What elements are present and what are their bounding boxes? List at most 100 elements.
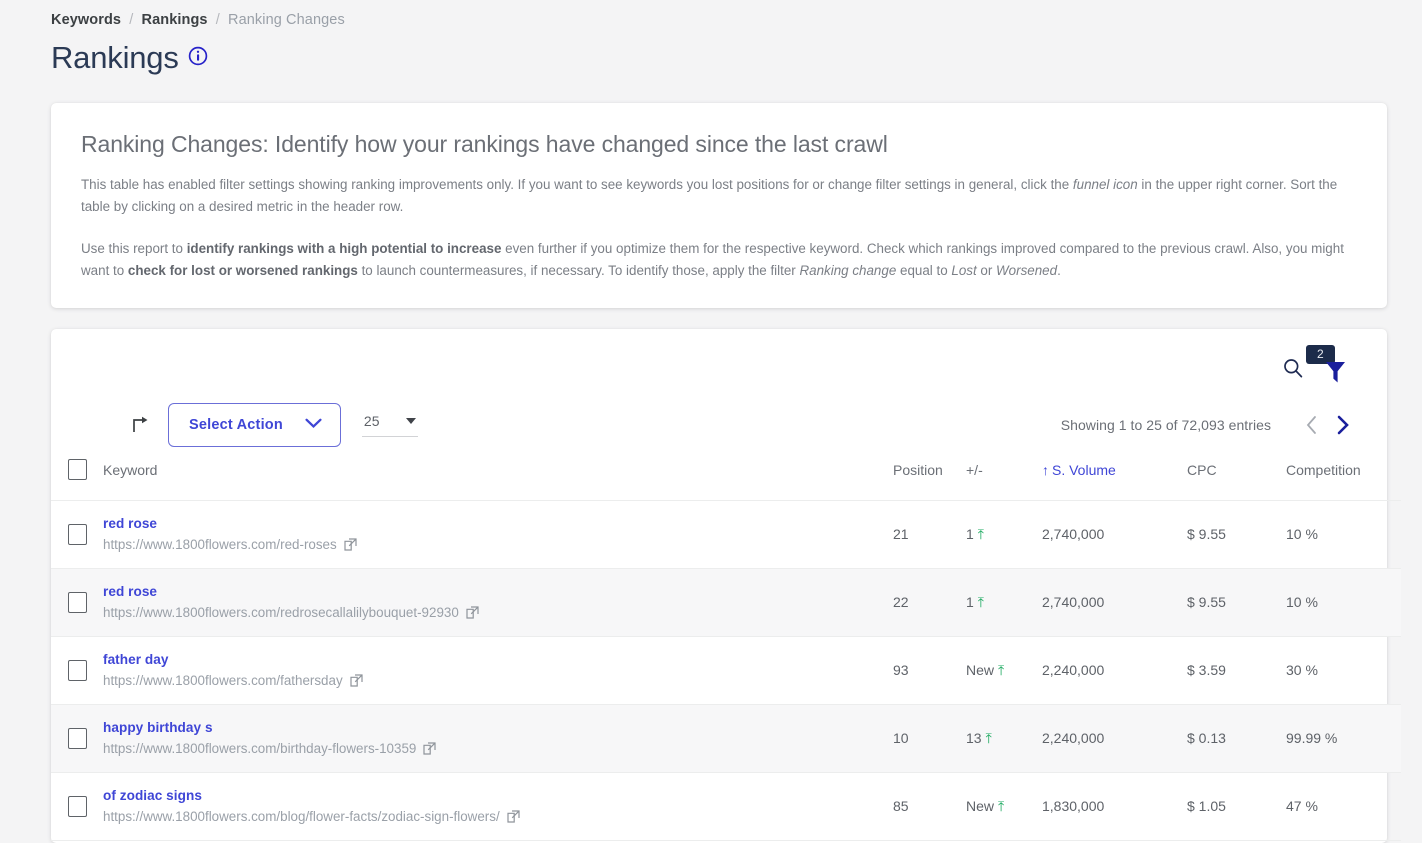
table-row[interactable]: father day https://www.1800flowers.com/f… <box>51 636 1401 705</box>
change-value-wrap: New ⤒ <box>966 662 1004 678</box>
intro-p2-emphasis-worsened: Worsened <box>996 263 1058 278</box>
intro-p1-emphasis-funnel: funnel icon <box>1072 177 1138 192</box>
change-value-wrap: 1 ⤒ <box>966 526 984 542</box>
intro-p2-text-g: . <box>1057 263 1061 278</box>
row-checkbox[interactable] <box>68 523 87 545</box>
keyword-cell: red rose https://www.1800flowers.com/red… <box>103 500 893 569</box>
cpc-cell: $ 9.55 <box>1187 500 1286 569</box>
result-url[interactable]: https://www.1800flowers.com/red-roses <box>103 537 337 552</box>
select-action-label: Select Action <box>189 417 283 433</box>
search-volume-cell: 2,740,000 <box>1042 500 1187 569</box>
table-row[interactable]: of zodiac signs https://www.1800flowers.… <box>51 772 1401 841</box>
change-value: 13 <box>966 730 982 746</box>
row-select-cell <box>51 772 103 841</box>
result-url[interactable]: https://www.1800flowers.com/blog/flower-… <box>103 809 500 824</box>
chevron-left-icon[interactable] <box>1305 415 1319 435</box>
cpc-cell: $ 1.05 <box>1187 772 1286 841</box>
external-link-icon[interactable] <box>344 538 357 551</box>
row-checkbox[interactable] <box>68 591 87 613</box>
table-row[interactable]: happy birthday s https://www.1800flowers… <box>51 704 1401 773</box>
chevron-right-icon[interactable] <box>1335 414 1351 436</box>
change-value: 1 <box>966 526 974 542</box>
position-cell: 93 <box>893 636 966 705</box>
intro-p2-emphasis-lost: Lost <box>951 263 977 278</box>
breadcrumb-item-keywords[interactable]: Keywords <box>51 12 122 28</box>
intro-p2-text-a: Use this report to <box>81 241 187 256</box>
external-link-icon[interactable] <box>507 810 520 823</box>
cpc-cell: $ 0.13 <box>1187 704 1286 773</box>
intro-card: Ranking Changes: Identify how your ranki… <box>51 103 1387 308</box>
table-row[interactable]: red rose https://www.1800flowers.com/red… <box>51 500 1401 569</box>
keyword-cell: father day https://www.1800flowers.com/f… <box>103 636 893 705</box>
intro-paragraph-2: Use this report to identify rankings wit… <box>81 238 1353 282</box>
column-header-cpc[interactable]: CPC <box>1187 451 1286 501</box>
intro-p2-text-f: or <box>976 263 997 278</box>
keyword-link[interactable]: red rose <box>103 516 158 531</box>
breadcrumb-item-ranking-changes: Ranking Changes <box>228 12 345 28</box>
url-line: https://www.1800flowers.com/redrosecalla… <box>103 605 893 620</box>
keyword-link[interactable]: father day <box>103 652 169 667</box>
cpc-cell: $ 3.59 <box>1187 636 1286 705</box>
share-arrow-icon[interactable] <box>132 415 152 435</box>
column-header-position[interactable]: Position <box>893 451 966 501</box>
keyword-link[interactable]: red rose <box>103 584 158 599</box>
table-tool-icons: 2 <box>51 329 1387 393</box>
keyword-cell: happy birthday s https://www.1800flowers… <box>103 704 893 773</box>
row-select-cell <box>51 500 103 569</box>
keyword-cell: red rose https://www.1800flowers.com/red… <box>103 568 893 637</box>
intro-p2-bold-high-potential: identify rankings with a high potential … <box>186 241 502 256</box>
breadcrumb: Keywords / Rankings / Ranking Changes <box>0 0 1422 28</box>
change-cell: 1 ⤒ <box>966 500 1042 569</box>
column-header-competition[interactable]: Competition <box>1286 451 1401 501</box>
showing-entries-text: Showing 1 to 25 of 72,093 entries <box>1060 417 1271 433</box>
arrow-up-icon: ⤒ <box>985 730 992 746</box>
keyword-cell: of zodiac signs https://www.1800flowers.… <box>103 772 893 841</box>
filter-control[interactable]: 2 <box>1306 345 1347 390</box>
info-circle-icon[interactable] <box>188 46 208 71</box>
column-header-keyword[interactable]: Keyword <box>103 451 893 501</box>
competition-cell: 30 % <box>1286 636 1401 705</box>
external-link-icon[interactable] <box>350 674 363 687</box>
intro-paragraph-1: This table has enabled filter settings s… <box>81 174 1353 218</box>
change-cell: New ⤒ <box>966 636 1042 705</box>
result-url[interactable]: https://www.1800flowers.com/fathersday <box>103 673 343 688</box>
url-line: https://www.1800flowers.com/blog/flower-… <box>103 809 893 824</box>
row-checkbox[interactable] <box>68 727 87 749</box>
table-row[interactable]: red rose https://www.1800flowers.com/red… <box>51 568 1401 637</box>
select-all-checkbox[interactable] <box>68 459 87 480</box>
external-link-icon[interactable] <box>466 606 479 619</box>
result-url[interactable]: https://www.1800flowers.com/redrosecalla… <box>103 605 459 620</box>
table-header-row: Keyword Position +/- ↑ S. Volume CPC Comp… <box>51 451 1401 501</box>
search-volume-cell: 2,240,000 <box>1042 704 1187 773</box>
breadcrumb-separator: / <box>215 12 220 28</box>
search-icon[interactable] <box>1282 357 1304 379</box>
external-link-icon[interactable] <box>423 742 436 755</box>
intro-p2-emphasis-ranking-change: Ranking change <box>799 263 897 278</box>
select-action-dropdown[interactable]: Select Action <box>168 403 341 447</box>
column-header-search-volume[interactable]: ↑ S. Volume <box>1042 451 1187 501</box>
position-cell: 22 <box>893 568 966 637</box>
change-value: New <box>966 662 995 678</box>
column-header-change[interactable]: +/- <box>966 451 1042 501</box>
change-value: New <box>966 798 995 814</box>
competition-cell: 99.99 % <box>1286 704 1401 773</box>
intro-p1-text-a: This table has enabled filter settings s… <box>81 177 1073 192</box>
breadcrumb-item-rankings[interactable]: Rankings <box>141 12 208 28</box>
page-size-select[interactable]: 25 <box>361 413 418 437</box>
search-volume-cell: 2,740,000 <box>1042 568 1187 637</box>
row-checkbox[interactable] <box>68 659 87 681</box>
arrow-up-icon: ⤒ <box>998 662 1005 678</box>
change-cell: 13 ⤒ <box>966 704 1042 773</box>
funnel-icon[interactable] <box>1324 362 1347 389</box>
arrow-up-icon: ⤒ <box>977 526 984 542</box>
competition-cell: 47 % <box>1286 772 1401 841</box>
result-url[interactable]: https://www.1800flowers.com/birthday-flo… <box>103 741 417 756</box>
keyword-link[interactable]: happy birthday s <box>103 720 213 735</box>
select-all-header <box>51 451 103 501</box>
intro-p2-text-d: to launch countermeasures, if necessary.… <box>357 263 800 278</box>
intro-p2-bold-lost-worsened: check for lost or worsened rankings <box>127 263 358 278</box>
keyword-link[interactable]: of zodiac signs <box>103 788 202 803</box>
url-line: https://www.1800flowers.com/fathersday <box>103 673 893 688</box>
row-checkbox[interactable] <box>68 795 87 817</box>
search-volume-cell: 1,830,000 <box>1042 772 1187 841</box>
